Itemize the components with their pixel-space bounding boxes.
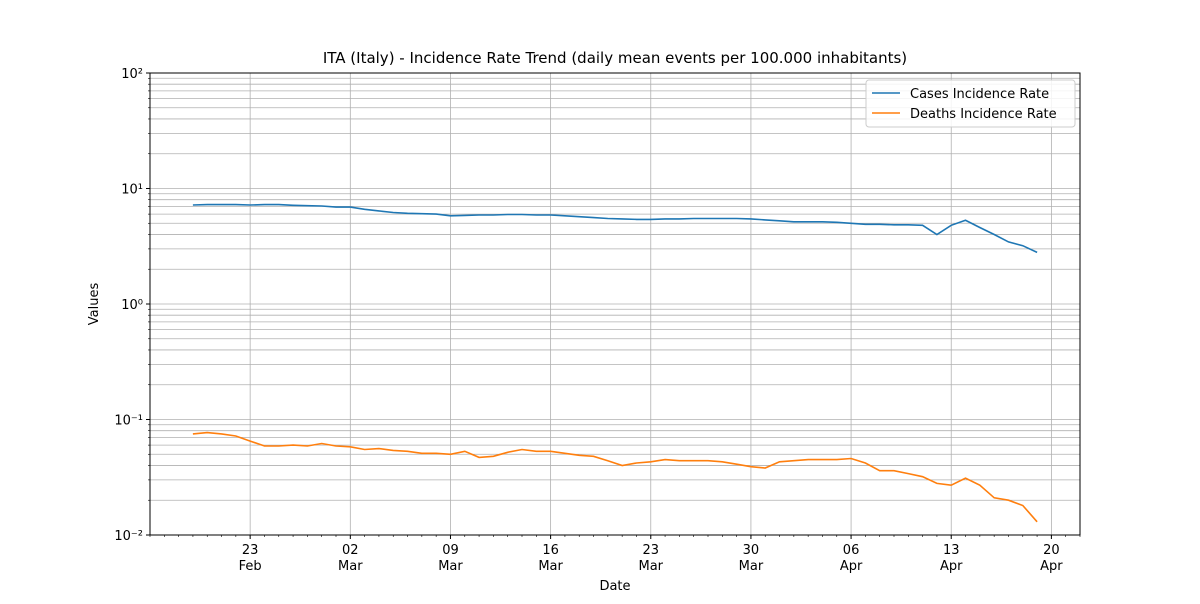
x-tick-label-line: Apr [940,559,963,574]
x-tick-label: 09 Mar [438,543,463,574]
x-axis-label: Date [599,579,630,594]
y-tick-label: 10⁰ [121,298,143,313]
x-tick-label-line: 23 [242,543,259,558]
x-tick-label-line: 09 [442,543,459,558]
x-tick-label: 20 Apr [1040,543,1063,574]
y-tick-label: 10² [121,67,143,82]
y-tick-label: 10¹ [121,183,143,198]
x-tick-label: 30 Mar [739,543,764,574]
x-tick-label-line: 13 [943,543,960,558]
y-tick-label: 10⁻¹ [114,414,143,429]
x-tick-label-line: 02 [342,543,359,558]
x-tick-label-line: Mar [538,559,563,574]
x-tick-label: 16 Mar [538,543,563,574]
x-tick-label-line: 16 [542,543,559,558]
x-tick-label: 02 Mar [338,543,363,574]
series-line [192,203,1038,254]
legend-box [865,79,1076,128]
x-tick-label: 23 Mar [639,543,664,574]
y-tick-label: 10⁻² [114,529,143,544]
x-tick-label-line: Apr [1040,559,1063,574]
x-tick-label-line: Mar [438,559,463,574]
plot-frame [149,72,1081,536]
x-tick-label: 23 Feb [239,543,262,574]
x-tick-label-line: Apr [840,559,863,574]
x-tick-label-line: Feb [239,559,262,574]
chart-title: ITA (Italy) - Incidence Rate Trend (dail… [323,49,907,67]
legend-label: Cases Incidence Rate [910,87,1049,102]
x-tick-label: 13 Apr [940,543,963,574]
legend-label: Deaths Incidence Rate [910,107,1057,122]
x-tick-label: 06 Apr [840,543,863,574]
y-axis-label: Values [87,283,102,326]
x-tick-label-line: Mar [338,559,363,574]
x-tick-label-line: Mar [739,559,764,574]
x-tick-label-line: 23 [642,543,659,558]
x-tick-label-line: Mar [639,559,664,574]
x-tick-label-line: 20 [1043,543,1060,558]
x-tick-label-line: 30 [743,543,760,558]
x-tick-label-line: 06 [843,543,860,558]
series-line [192,431,1038,523]
